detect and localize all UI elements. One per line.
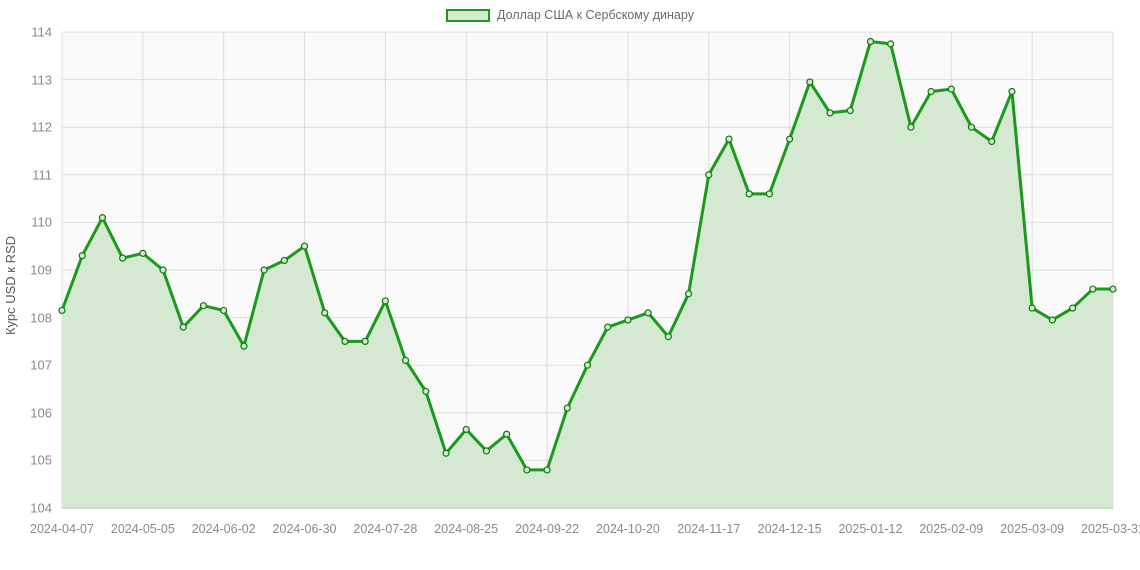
data-point-marker [1089, 285, 1097, 293]
y-axis-tick-label: 111 [32, 167, 52, 183]
data-point-marker [260, 266, 268, 274]
data-point-marker [199, 302, 208, 310]
data-point-marker [907, 123, 915, 131]
x-axis-tick-label: 2024-06-30 [272, 522, 337, 536]
x-axis-tick-label: 2025-01-12 [838, 522, 903, 536]
data-point-marker [300, 242, 309, 250]
data-point-marker [684, 290, 693, 298]
legend-label-usd-rsd[interactable]: Доллар США к Сербскому динару [497, 7, 694, 22]
data-point-marker [1028, 304, 1036, 312]
y-axis-tick-label: 112 [31, 119, 52, 135]
x-axis-tick-label: 2024-05-05 [110, 522, 175, 536]
chart-legend: Доллар США к Сербскому динару [0, 5, 1140, 25]
data-point-marker [523, 466, 531, 474]
data-point-marker [887, 40, 895, 48]
legend-swatch-usd-rsd[interactable] [446, 8, 491, 22]
data-point-marker [725, 135, 733, 143]
data-point-marker [422, 387, 430, 395]
x-axis-tick-label: 2024-11-17 [677, 522, 741, 536]
data-point-marker [58, 306, 66, 315]
data-point-marker [604, 323, 612, 331]
y-axis-tick-label: 108 [30, 310, 52, 326]
y-axis-tick-label: 104 [30, 500, 52, 516]
data-point-marker [765, 190, 774, 198]
data-point-marker [321, 309, 329, 317]
data-point-marker [644, 309, 652, 317]
data-point-marker [462, 425, 470, 434]
data-point-marker [1008, 87, 1016, 96]
data-point-marker [1109, 285, 1117, 293]
data-point-marker [361, 337, 369, 345]
y-axis-tick-label: 106 [30, 405, 52, 421]
data-point-marker [159, 266, 167, 274]
data-point-marker [826, 109, 834, 117]
data-point-marker [866, 37, 875, 46]
x-axis-tick-label: 2024-10-20 [595, 522, 660, 536]
y-axis-tick-label: 113 [31, 72, 52, 88]
data-point-marker [927, 87, 935, 96]
data-point-marker [664, 333, 672, 341]
data-point-marker [401, 356, 410, 365]
x-axis-tick-label: 2024-07-28 [353, 522, 418, 536]
x-axis-tick-label: 2024-06-02 [191, 522, 256, 536]
data-point-marker [745, 190, 753, 198]
data-point-marker [1068, 304, 1077, 312]
data-point-marker [381, 297, 389, 305]
data-point-marker [139, 249, 147, 257]
data-point-marker [220, 306, 228, 315]
data-point-marker [503, 430, 511, 438]
data-point-marker [78, 252, 86, 260]
x-axis-tick-label: 2025-03-31 [1081, 522, 1140, 536]
x-axis-tick-label: 2025-02-09 [919, 522, 984, 536]
data-point-marker [947, 85, 955, 93]
data-point-marker [240, 342, 248, 350]
y-axis-tick-label: 105 [30, 452, 52, 468]
data-point-marker [624, 316, 632, 324]
data-point-marker [705, 171, 713, 179]
data-point-marker [482, 447, 491, 455]
data-point-marker [119, 254, 127, 262]
data-point-marker [442, 449, 450, 457]
data-point-marker [583, 361, 592, 369]
data-point-marker [98, 214, 107, 222]
data-point-marker [280, 256, 288, 265]
data-point-marker [543, 466, 551, 474]
y-axis-tick-label: 114 [31, 24, 52, 40]
x-axis-tick-label: 2025-03-09 [1000, 522, 1065, 536]
x-axis-tick-label: 2024-08-25 [434, 522, 499, 536]
y-axis-tick-label: 109 [30, 262, 52, 278]
y-axis-tick-label: 110 [31, 214, 52, 230]
data-point-marker [967, 123, 976, 131]
data-point-marker [1048, 316, 1056, 324]
y-axis-tick-labels: 104 105 106 107 108 109 110 111 112 113 114 [0, 0, 52, 570]
x-axis-tick-label: 2024-12-15 [757, 522, 822, 536]
y-axis-tick-label: 107 [30, 357, 52, 373]
data-point-marker [179, 323, 187, 331]
data-point-marker [563, 404, 571, 412]
x-axis-tick-label: 2024-04-07 [30, 522, 94, 536]
x-axis-tick-label: 2024-09-22 [515, 522, 580, 536]
data-point-marker [341, 337, 349, 345]
data-point-marker [846, 106, 854, 115]
data-point-marker [786, 135, 794, 143]
data-point-marker [988, 137, 996, 146]
area-fill [62, 41, 1113, 509]
data-point-marker [806, 78, 814, 86]
